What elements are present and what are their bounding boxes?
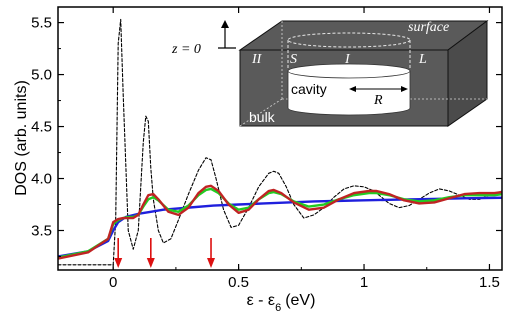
red-arrow-head-2 [207,258,216,268]
inset-hidden-edge [239,98,283,127]
red-arrow-head-0 [114,258,123,268]
x-axis-label: ε - ε6 (eV) [247,292,316,314]
inset-region-label-I: I [344,52,351,67]
y-tick-label-4: 5.5 [31,15,52,32]
series-line-3 [58,184,502,260]
inset-cavity-body [287,70,411,116]
y-tick-label-0: 3.5 [31,222,52,239]
y-tick-label-1: 4.0 [31,171,52,188]
x-tick-label-2: 1 [360,274,368,291]
series-layer [58,18,502,266]
plot-frame [57,6,503,271]
inset-bulk-label: bulk [249,109,276,125]
x-axis-label-main: ε - ε [247,292,275,309]
series-line-2 [58,187,502,259]
inset-cavity-label: cavity [291,81,327,97]
inset-surface-label: surface [408,20,449,35]
inset-region-label-II: II [251,52,263,67]
red-arrow-head-1 [146,258,155,268]
y-tick-label-3: 5.0 [31,67,52,84]
y-axis-label: DOS (arb. units) [13,80,30,196]
inset-radius-arrowhead-left [349,86,356,92]
x-axis-label-sub: 6 [275,302,281,314]
series-line-0 [58,18,502,266]
x-axis-label-unit: (eV) [285,292,315,309]
x-tick-label-0: 0 [109,274,117,291]
inset-z-arrowhead [221,20,229,28]
arrow-layer [114,238,216,268]
tick-layer: 0 0.5 1 1.5 3.5 4.0 4.5 5.0 5.5 [31,7,502,291]
y-tick-label-2: 4.5 [31,119,52,136]
inset-z-label: z = 0 [171,42,201,57]
inset-radius-arrowhead-right [401,86,408,92]
inset-region-label-S: S [290,52,297,67]
cavity-inset: z = 0 surface II S I L cavity R bulk [171,20,489,127]
inset-box-top [238,20,489,51]
inset-radius-label: R [373,93,383,108]
x-tick-label-1: 0.5 [228,274,249,291]
x-tick-label-3: 1.5 [479,274,500,291]
inset-region-label-L: L [418,52,427,67]
series-line-1 [58,196,502,258]
inset-cavity-top [287,63,411,79]
